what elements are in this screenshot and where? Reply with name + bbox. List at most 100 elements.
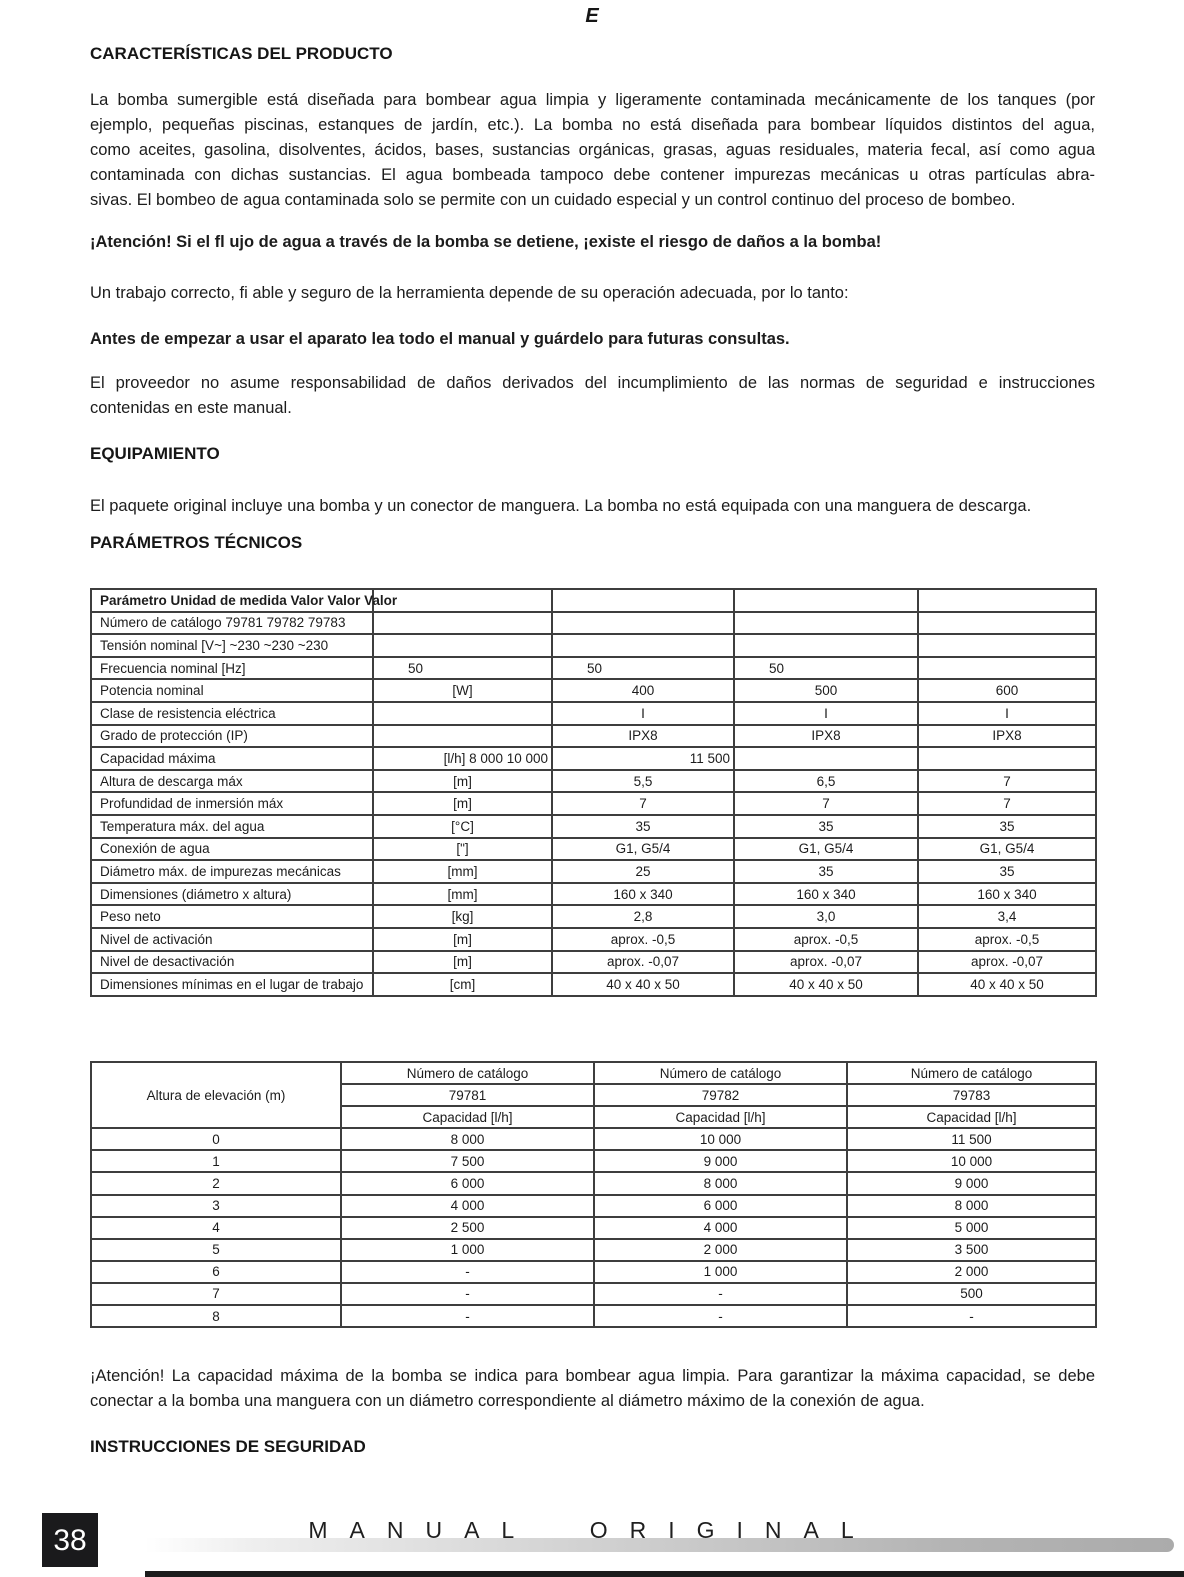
paragraph-paquete: El paquete original incluye una bomba y … — [90, 497, 1032, 515]
text-line: conectar a la bomba una manguera con un … — [90, 1392, 925, 1410]
table-cell: 5 — [90, 1237, 342, 1262]
table-cell: 1 — [90, 1149, 342, 1174]
table-cell: Número de catálogo — [846, 1060, 1097, 1086]
table-cell: Frecuencia nominal [Hz] — [90, 655, 374, 681]
table-cell — [372, 723, 553, 749]
paragraph-atencion-capacidad: ¡Atención! La capacidad máxima de la bom… — [90, 1364, 1095, 1414]
table-cell: Capacidad [l/h] — [593, 1105, 848, 1130]
table-cell: aprox. -0,07 — [551, 949, 735, 975]
table-cell: 8 — [90, 1304, 342, 1329]
table-cell: Número de catálogo — [593, 1060, 848, 1086]
table-cell: 6 — [90, 1259, 342, 1284]
capacity-by-elevation-table: Altura de elevación (m) Número de catálog… — [90, 1060, 1097, 1329]
table-cell: Altura de elevación (m) — [90, 1060, 342, 1130]
table-cell — [733, 633, 919, 658]
table-cell: Diámetro máx. de impurezas mecánicas — [90, 859, 374, 884]
text-line: contenidas en este manual. — [90, 399, 292, 417]
table-cell: 79783 — [846, 1083, 1097, 1108]
table-cell: 6,5 — [733, 768, 919, 794]
table-cell: 5 000 — [846, 1215, 1097, 1240]
table-cell: IPX8 — [917, 723, 1097, 749]
table-cell: Número de catálogo 79781 79782 79783 — [90, 610, 374, 636]
table-cell — [917, 746, 1097, 771]
table-cell: aprox. -0,07 — [733, 949, 919, 975]
table-row: Frecuencia nominal [Hz] 50 50 50 — [90, 655, 1097, 681]
table-cell: Nivel de activación — [90, 926, 374, 952]
table-cell: 3,4 — [917, 904, 1097, 929]
table-cell: 35 — [733, 859, 919, 884]
table-cell: 2,8 — [551, 904, 735, 929]
footer-title: MANUAL ORIGINAL — [308, 1517, 876, 1543]
table-cell: Grado de protección (IP) — [90, 723, 374, 749]
table-row: Temperatura máx. del agua [°C] 35 35 35 — [90, 813, 1097, 839]
table-cell — [372, 700, 553, 726]
text-line: ¡Atención! La capacidad máxima de la bom… — [90, 1367, 1095, 1385]
table-cell: - — [340, 1281, 595, 1307]
table-cell: 2 000 — [593, 1237, 848, 1262]
text-line: sivas. El bombeo de agua contaminada sol… — [90, 191, 1016, 209]
table-cell: [m] — [372, 791, 553, 816]
table-cell: 600 — [917, 678, 1097, 703]
table-row: Diámetro máx. de impurezas mecánicas [mm]… — [90, 859, 1097, 884]
table-cell: aprox. -0,5 — [917, 926, 1097, 952]
table-cell: Capacidad [l/h] — [340, 1105, 595, 1130]
table-cell — [551, 610, 735, 636]
table-row: Número de catálogo 79781 79782 79783 — [90, 610, 1097, 636]
table-cell: 25 — [551, 859, 735, 884]
table-cell: 3 — [90, 1193, 342, 1218]
table-cell: Conexión de agua — [90, 836, 374, 862]
table-cell: [mm] — [372, 859, 553, 884]
table-cell: 40 x 40 x 50 — [733, 972, 919, 997]
section-heading-caracteristicas: CARACTERÍSTICAS DEL PRODUCTO — [90, 44, 393, 63]
table-cell: 50 — [733, 655, 919, 681]
table-cell: 35 — [917, 859, 1097, 884]
table-cell: 160 x 340 — [733, 881, 919, 907]
table-row: Capacidad máxima [l/h] 8 000 10 000 11 500 — [90, 746, 1097, 771]
table-cell: 500 — [733, 678, 919, 703]
table-cell: Parámetro Unidad de medida Valor Valor V… — [90, 588, 397, 613]
table-cell — [917, 655, 1097, 681]
table-cell: 79782 — [593, 1083, 848, 1108]
table-cell: 5,5 — [551, 768, 735, 794]
table-cell: 11 500 — [846, 1127, 1097, 1152]
table-row: Nivel de desactivación [m] aprox. -0,07 apr… — [90, 949, 1097, 975]
table-cell: 8 000 — [340, 1127, 595, 1152]
table-cell: 0 — [90, 1127, 342, 1152]
table-cell: 35 — [917, 813, 1097, 839]
table-cell: 10 000 — [593, 1127, 848, 1152]
page-edge-strip — [145, 1571, 1184, 1577]
section-heading-parametros: PARÁMETROS TÉCNICOS — [90, 533, 303, 552]
table-row: Grado de protección (IP) IPX8 IPX8 IPX8 — [90, 723, 1097, 749]
table-cell: [m] — [372, 926, 553, 952]
table-cell — [733, 588, 919, 613]
table-cell: aprox. -0,5 — [551, 926, 735, 952]
table-cell: 7 — [551, 791, 735, 816]
table-row: 79781 79782 79783 — [91, 1083, 1097, 1108]
table-cell: 7 — [917, 791, 1097, 816]
table-row: 7- -500 — [90, 1281, 1097, 1307]
table-cell: 4 000 — [340, 1193, 595, 1218]
table-cell: - — [593, 1281, 848, 1307]
paragraph-trabajo-correcto: Un trabajo correcto, fi able y seguro de… — [90, 284, 849, 302]
table-row: Capacidad [l/h] Capacidad [l/h] Capacidad … — [91, 1105, 1097, 1130]
table-cell: - — [340, 1304, 595, 1329]
table-row: Dimensiones (diámetro x altura) [mm] 160 x… — [90, 881, 1097, 907]
paragraph-descripcion: La bomba sumergible está diseñada para b… — [90, 88, 1095, 213]
table-cell: 6 000 — [340, 1171, 595, 1196]
table-row: Potencia nominal [W] 400 500 600 — [90, 678, 1097, 703]
table-cell: 7 500 — [340, 1149, 595, 1174]
table-cell: G1, G5/4 — [917, 836, 1097, 862]
text-line: La bomba sumergible está diseñada para b… — [90, 91, 1095, 109]
table-cell: 2 000 — [846, 1259, 1097, 1284]
warning-atencion-bomba: ¡Atención! Si el fl ujo de agua a través… — [90, 233, 882, 251]
table-cell: Altura de descarga máx — [90, 768, 374, 794]
table-cell — [733, 746, 919, 771]
table-cell: 8 000 — [593, 1171, 848, 1196]
table-cell — [733, 610, 919, 636]
table-row: Tensión nominal [V~] ~230 ~230 ~230 — [90, 633, 1097, 658]
table-row: Dimensiones mínimas en el lugar de traba… — [90, 972, 1097, 997]
warning-antes-de-empezar: Antes de empezar a usar el aparato lea t… — [90, 330, 790, 348]
